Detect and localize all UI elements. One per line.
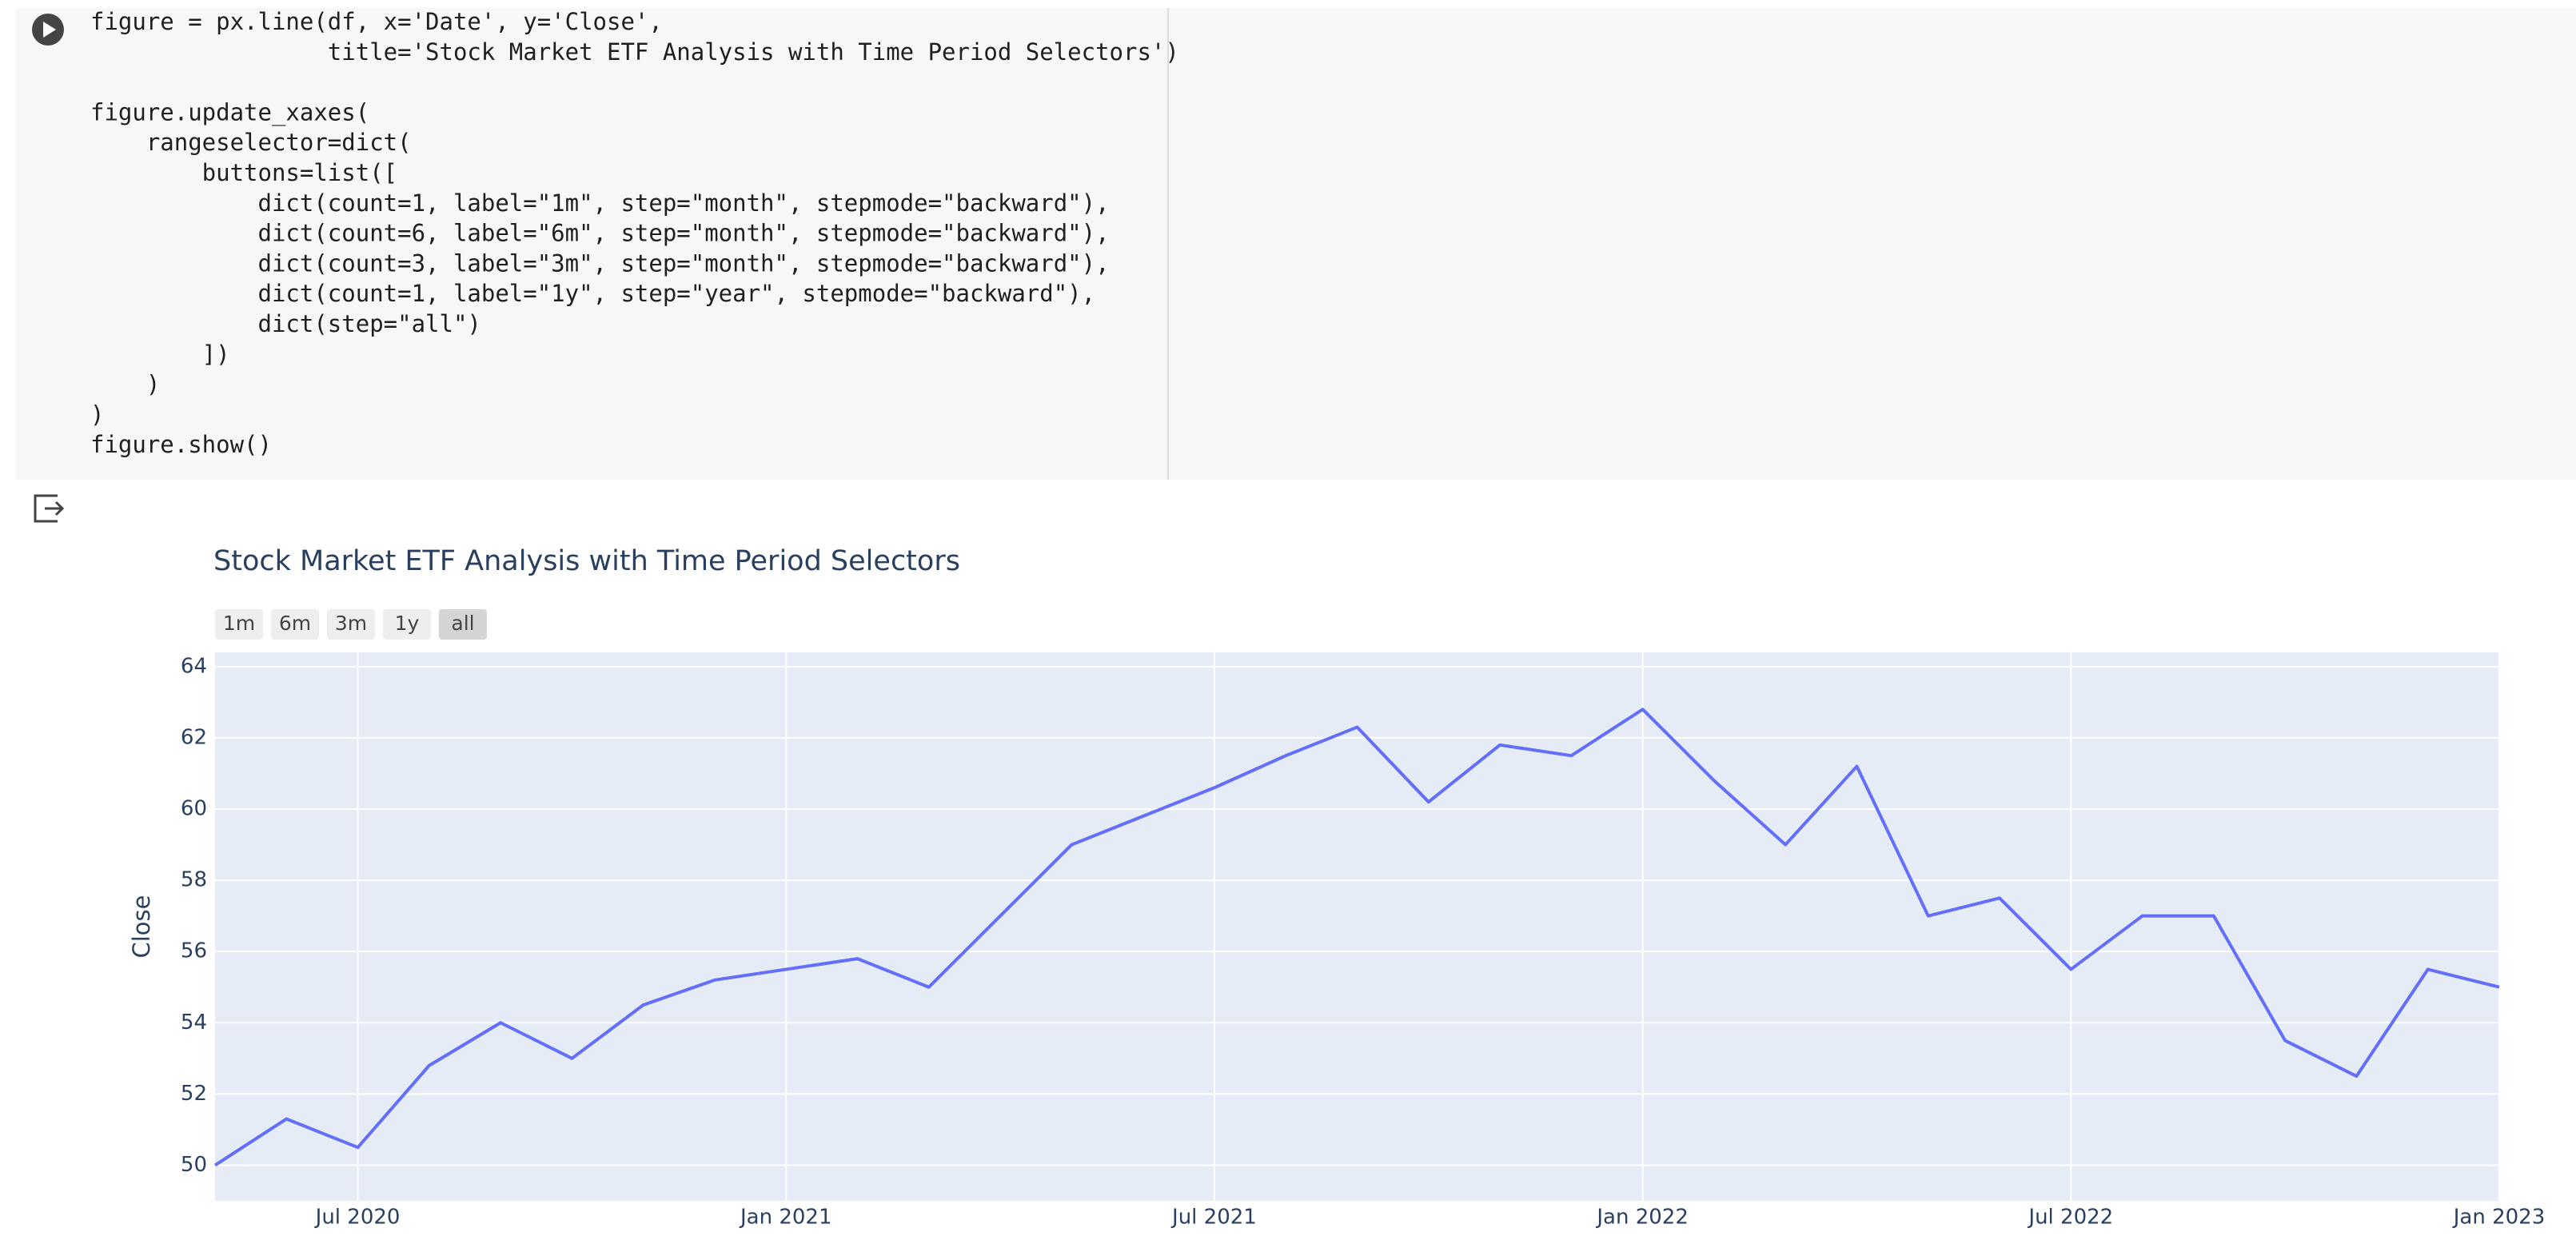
code-cell <box>16 8 2576 480</box>
y-tick-label: 52 <box>181 1082 207 1106</box>
code-line: rangeselector=dict( <box>90 129 412 156</box>
code-line: dict(count=6, label="6m", step="month", … <box>90 220 1110 247</box>
price-line <box>213 708 2500 1167</box>
y-tick-label: 64 <box>181 654 207 678</box>
code-line: ) <box>90 401 104 428</box>
y-axis-label: Close <box>128 895 155 959</box>
y-tick-label: 54 <box>181 1011 207 1035</box>
x-tick-label: Jul 2020 <box>314 1206 401 1230</box>
code-line: dict(count=1, label="1y", step="year", s… <box>90 280 1095 307</box>
y-tick-label: 58 <box>181 868 207 892</box>
code-line: buttons=list([ <box>90 159 397 186</box>
code-line: dict(count=3, label="3m", step="month", … <box>90 249 1110 277</box>
y-tick-label: 62 <box>181 725 207 749</box>
x-tick-label: Jul 2021 <box>1170 1206 1257 1230</box>
range-button-label[interactable]: 1y <box>395 612 420 635</box>
x-tick-label: Jul 2022 <box>2027 1206 2113 1230</box>
code-line: dict(step="all") <box>90 310 481 337</box>
range-button[interactable] <box>215 609 263 640</box>
x-tick-label: Jan 2023 <box>2452 1206 2546 1230</box>
x-tick-label: Jan 2022 <box>1595 1206 1689 1230</box>
output-icon[interactable] <box>34 494 65 523</box>
y-tick-label: 60 <box>181 797 207 821</box>
plot-area <box>215 652 2499 1201</box>
y-tick-label: 56 <box>181 939 207 963</box>
code-line: figure = px.line(df, x='Date', y='Close'… <box>90 8 663 35</box>
code-line: dict(count=1, label="1m", step="month", … <box>90 189 1110 217</box>
code-line: figure.show() <box>90 431 272 458</box>
chart-title: Stock Market ETF Analysis with Time Peri… <box>213 545 960 577</box>
range-button-label[interactable]: all <box>451 612 474 635</box>
y-tick-label: 50 <box>181 1153 207 1177</box>
code-line: ) <box>90 371 160 398</box>
range-button[interactable] <box>439 609 487 640</box>
run-icon <box>43 22 56 38</box>
code-line: ]) <box>90 341 230 368</box>
x-tick-label: Jan 2021 <box>739 1206 832 1230</box>
range-button-label[interactable]: 6m <box>279 612 311 635</box>
range-button-label[interactable]: 3m <box>335 612 367 635</box>
range-button[interactable] <box>383 609 431 640</box>
range-button[interactable] <box>327 609 375 640</box>
code-line: figure.update_xaxes( <box>90 98 369 126</box>
code-line: title='Stock Market ETF Analysis with Ti… <box>90 38 1179 66</box>
range-button[interactable] <box>271 609 319 640</box>
range-button-label[interactable]: 1m <box>223 612 255 635</box>
